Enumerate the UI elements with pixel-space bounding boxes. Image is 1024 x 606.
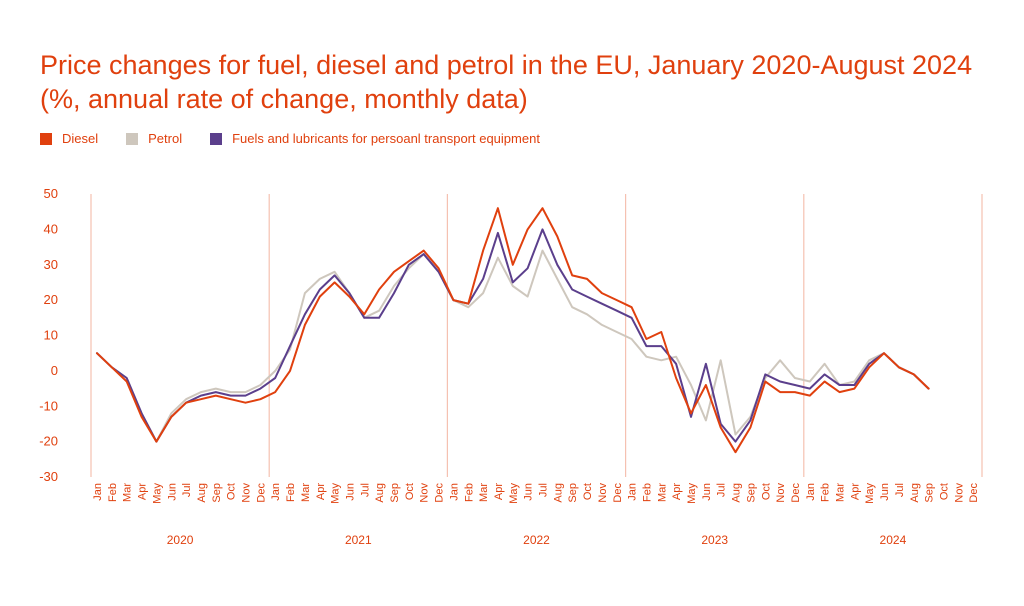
x-tick-label: Nov (241, 483, 253, 503)
x-tick-label: Jul (181, 483, 193, 497)
legend-item-petrol: Petrol (126, 131, 182, 146)
x-tick-label: Apr (849, 483, 861, 500)
x-tick-label: Nov (775, 483, 787, 503)
x-tick-label: Jan (627, 483, 639, 501)
x-tick-label: Mar (300, 483, 312, 502)
x-tick-label: Feb (107, 483, 119, 502)
x-tick-label: Oct (938, 483, 950, 500)
year-label: 2024 (880, 533, 907, 547)
x-tick-label: Jun (344, 483, 356, 501)
x-tick-label: Dec (968, 483, 980, 503)
x-tick-label: Jun (523, 483, 535, 501)
x-tick-label: Jan (92, 483, 104, 501)
x-tick-label: Feb (820, 483, 832, 502)
legend-item-diesel: Diesel (40, 131, 98, 146)
x-tick-label: Aug (196, 483, 208, 503)
x-tick-label: Feb (463, 483, 475, 502)
x-tick-label: Jun (166, 483, 178, 501)
x-tick-label: Jul (538, 483, 550, 497)
x-tick-label: May (686, 483, 698, 504)
year-label: 2023 (701, 533, 728, 547)
x-tick-label: Sep (924, 483, 936, 503)
x-tick-label: Jan (448, 483, 460, 501)
year-label: 2021 (345, 533, 372, 547)
x-tick-label: Nov (597, 483, 609, 503)
x-tick-label: Oct (226, 483, 238, 500)
x-tick-label: Aug (909, 483, 921, 503)
x-tick-label: Aug (552, 483, 564, 503)
x-tick-label: Jul (716, 483, 728, 497)
x-tick-label: Jul (359, 483, 371, 497)
x-tick-label: Apr (671, 483, 683, 500)
x-tick-label: Jan (805, 483, 817, 501)
x-tick-label: Mar (122, 483, 134, 502)
x-tick-label: Nov (953, 483, 965, 503)
x-tick-label: Dec (434, 483, 446, 503)
legend-label-fuels: Fuels and lubricants for persoanl transp… (232, 131, 540, 146)
x-tick-label: May (330, 483, 342, 504)
petrol-line (96, 249, 930, 443)
chart-title: Price changes for fuel, diesel and petro… (40, 50, 973, 114)
x-tick-label: Sep (745, 483, 757, 503)
y-tick-label: 50 (44, 186, 58, 201)
diesel-line (96, 207, 930, 454)
x-tick-label: Jul (894, 483, 906, 497)
x-tick-label: Oct (404, 483, 416, 500)
x-tick-label: May (508, 483, 520, 504)
x-tick-label: Aug (374, 483, 386, 503)
x-tick-label: Feb (285, 483, 297, 502)
y-tick-label: 10 (44, 328, 58, 343)
x-tick-label: Jun (701, 483, 713, 501)
x-tick-label: Apr (493, 483, 505, 500)
x-tick-label: Mar (835, 483, 847, 502)
year-label: 2022 (523, 533, 550, 547)
x-tick-label: Nov (419, 483, 431, 503)
y-tick-label: 30 (44, 257, 58, 272)
y-tick-label: 0 (51, 363, 58, 378)
y-tick-label: 20 (44, 292, 58, 307)
x-tick-label: Jun (879, 483, 891, 501)
legend-label-petrol: Petrol (148, 131, 183, 146)
y-tick-label: -30 (39, 469, 58, 484)
x-tick-label: May (151, 483, 163, 504)
year-label: 2020 (167, 533, 194, 547)
y-tick-label: -10 (39, 398, 58, 413)
legend-item-fuels: Fuels and lubricants for persoanl transp… (210, 131, 540, 146)
y-tick-label: -20 (39, 434, 58, 449)
x-tick-label: Feb (641, 483, 653, 502)
x-tick-label: Oct (760, 483, 772, 500)
y-tick-label: 40 (44, 221, 58, 236)
legend-swatch-diesel (40, 132, 52, 145)
x-tick-label: Sep (389, 483, 401, 503)
legend-swatch-petrol (126, 132, 139, 145)
x-tick-label: Dec (612, 483, 624, 503)
x-tick-label: Apr (315, 483, 327, 500)
x-tick-label: Mar (656, 483, 668, 502)
x-tick-label: Sep (567, 483, 579, 503)
legend: Diesel Petrol Fuels and lubricants for p… (40, 131, 568, 146)
x-tick-label: Dec (255, 483, 267, 503)
fuels-line (96, 228, 930, 443)
x-tick-label: Aug (731, 483, 743, 503)
x-tick-label: Apr (137, 483, 149, 500)
x-tick-label: Sep (211, 483, 223, 503)
legend-label-diesel: Diesel (62, 131, 99, 146)
x-tick-label: May (864, 483, 876, 504)
x-tick-label: Jan (270, 483, 282, 501)
x-tick-label: Dec (790, 483, 802, 503)
x-tick-label: Mar (478, 483, 490, 502)
x-tick-label: Oct (582, 483, 594, 500)
legend-swatch-fuels (210, 132, 223, 145)
